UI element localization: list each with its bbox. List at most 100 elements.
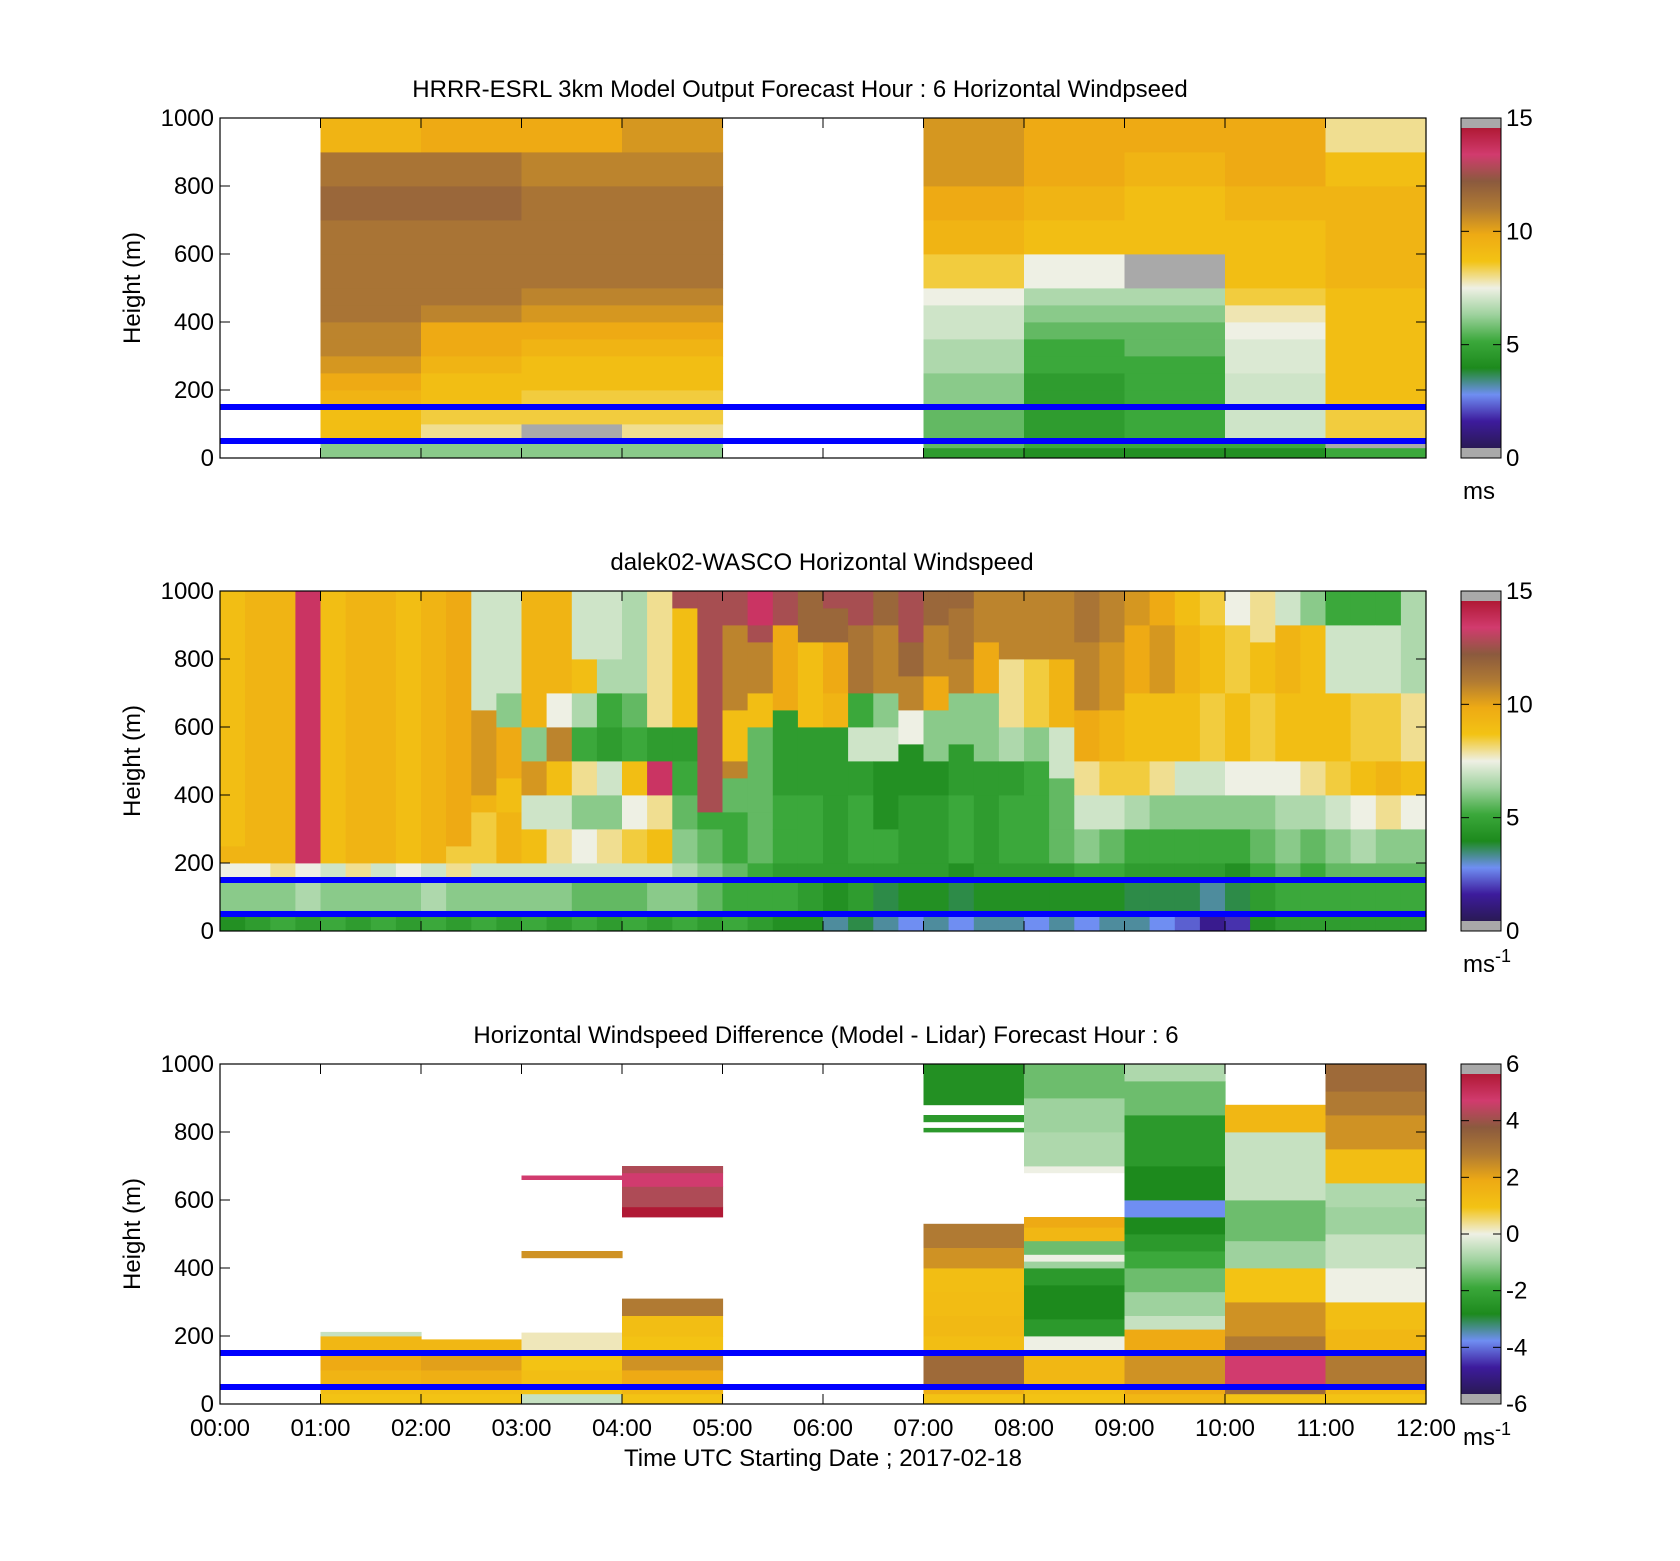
- heatmap-cell: [923, 1353, 1025, 1384]
- heatmap-cell: [948, 591, 975, 609]
- colorbar-tick-label: 2: [1506, 1164, 1519, 1191]
- panel-3-x-ticks: [219, 1064, 1427, 1404]
- heatmap-cell: [421, 322, 523, 340]
- heatmap-cell: [1325, 288, 1427, 306]
- heatmap-cell: [622, 373, 724, 391]
- heatmap-cell: [421, 152, 523, 187]
- heatmap-cell: [1124, 322, 1226, 340]
- heatmap-cell: [1199, 591, 1226, 626]
- heatmap-cell: [1350, 863, 1377, 881]
- heatmap-cell: [1225, 288, 1327, 306]
- heatmap-cell: [220, 880, 246, 915]
- heatmap-cell: [521, 880, 548, 915]
- heatmap-cell: [923, 1064, 1025, 1106]
- heatmap-cell: [1149, 625, 1176, 694]
- heatmap-cell: [395, 914, 422, 932]
- heatmap-cell: [320, 1393, 422, 1405]
- heatmap-cell: [622, 407, 724, 425]
- x-tick-label: 04:00: [592, 1415, 652, 1442]
- heatmap-cell: [1325, 591, 1352, 626]
- heatmap-cell: [1400, 829, 1427, 864]
- heatmap-cell: [270, 591, 296, 864]
- heatmap-cell: [546, 761, 573, 796]
- heatmap-cell: [521, 118, 623, 153]
- heatmap-cell: [521, 390, 623, 408]
- heatmap-cell: [395, 880, 422, 915]
- heatmap-cell: [998, 795, 1025, 864]
- heatmap-cell: [998, 727, 1025, 762]
- heatmap-cell: [1225, 1268, 1327, 1303]
- heatmap-cell: [622, 829, 648, 864]
- heatmap-cell: [1325, 1149, 1427, 1184]
- heatmap-cell: [421, 441, 523, 459]
- heatmap-cell: [1325, 1353, 1427, 1384]
- heatmap-cell: [1225, 118, 1327, 153]
- heatmap-cell: [1300, 591, 1327, 626]
- y-tick-label: 200: [174, 850, 214, 877]
- heatmap-cell: [747, 812, 774, 864]
- heatmap-cell: [923, 288, 1025, 306]
- heatmap-cell: [596, 761, 623, 796]
- heatmap-cell: [973, 795, 1000, 864]
- heatmap-cell: [1049, 880, 1075, 915]
- heatmap-cell: [1325, 356, 1427, 374]
- heatmap-cell: [622, 390, 724, 408]
- colorbar-unit-base: ms: [1463, 1424, 1495, 1451]
- heatmap-cell: [1199, 880, 1226, 915]
- heatmap-cell: [220, 591, 246, 847]
- heatmap-cell: [521, 356, 623, 374]
- heatmap-cell: [923, 390, 1025, 408]
- panel-difference: Horizontal Windspeed Difference (Model -…: [119, 1022, 1527, 1472]
- heatmap-cell: [1225, 1166, 1327, 1201]
- heatmap-cell: [1124, 1291, 1226, 1316]
- heatmap-cell: [471, 812, 497, 864]
- heatmap-cell: [1225, 373, 1327, 391]
- heatmap-cell: [973, 914, 1000, 932]
- heatmap-cell: [1325, 863, 1352, 881]
- heatmap-cell: [1350, 829, 1377, 864]
- heatmap-cell: [320, 288, 422, 306]
- heatmap-cell: [1275, 863, 1301, 881]
- heatmap-cell: [697, 914, 724, 932]
- heatmap-cell: [1375, 761, 1402, 796]
- heatmap-cell: [747, 625, 774, 643]
- heatmap-cell: [1300, 795, 1327, 830]
- heatmap-cell: [1225, 1353, 1327, 1384]
- heatmap-cell: [571, 829, 598, 864]
- heatmap-cell: [245, 880, 271, 915]
- heatmap-cell: [521, 727, 548, 762]
- heatmap-cell: [772, 863, 799, 881]
- heatmap-cell: [898, 744, 925, 796]
- heatmap-cell: [797, 642, 824, 728]
- heatmap-cell: [622, 1206, 724, 1218]
- heatmap-cell: [496, 914, 523, 932]
- y-tick-label: 400: [174, 782, 214, 809]
- heatmap-cell: [1199, 761, 1226, 796]
- heatmap-cell: [1275, 795, 1301, 830]
- heatmap-cell: [923, 118, 1025, 153]
- panel-1-y-ticks: 1000 800 600 400 200 0: [161, 105, 1426, 472]
- heatmap-cell: [1124, 407, 1226, 438]
- heatmap-cell: [923, 625, 950, 677]
- heatmap-cell: [622, 863, 648, 881]
- heatmap-cell: [1024, 1098, 1126, 1133]
- heatmap-cell: [320, 863, 347, 881]
- heatmap-cell: [772, 914, 799, 932]
- heatmap-cell: [923, 795, 950, 864]
- heatmap-cell: [1024, 305, 1126, 323]
- heatmap-cell: [320, 186, 422, 221]
- panel-2-heatmap: [220, 591, 1427, 932]
- y-tick-label: 1000: [161, 1051, 214, 1078]
- heatmap-cell: [320, 152, 422, 187]
- heatmap-cell: [521, 1332, 623, 1354]
- heatmap-cell: [1325, 1064, 1427, 1092]
- heatmap-cell: [622, 761, 648, 796]
- panel-3-reference-lines: [220, 1350, 1426, 1390]
- heatmap-cell: [1024, 118, 1126, 153]
- heatmap-cell: [1275, 829, 1301, 864]
- x-tick-label: 07:00: [893, 1415, 953, 1442]
- heatmap-cell: [1099, 914, 1126, 932]
- heatmap-cell: [923, 1268, 1025, 1293]
- heatmap-cell: [747, 693, 774, 728]
- heatmap-cell: [823, 591, 849, 609]
